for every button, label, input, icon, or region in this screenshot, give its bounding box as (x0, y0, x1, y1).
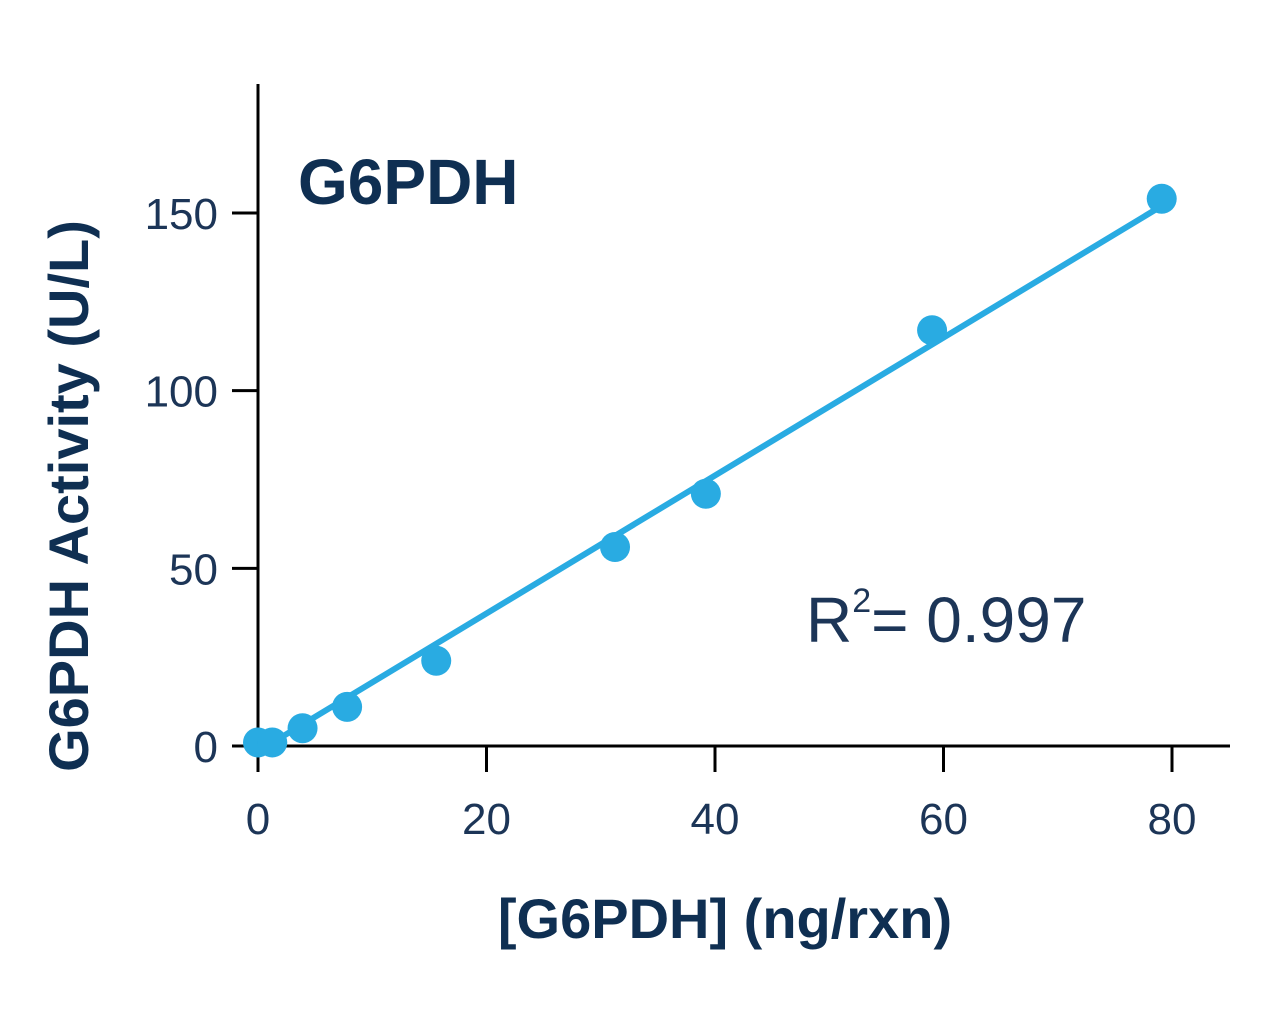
x-tick-label: 0 (246, 795, 270, 844)
data-point (917, 315, 948, 346)
data-point (1146, 183, 1177, 214)
y-axis-ticks: 0 50 100 150 (145, 190, 258, 772)
x-tick-label: 60 (919, 795, 968, 844)
data-point (287, 713, 318, 744)
data-point (257, 727, 288, 758)
y-tick-label: 0 (194, 723, 218, 772)
fit-layer (255, 202, 1165, 755)
r-squared-value: = 0.997 (871, 584, 1086, 656)
chart-title: G6PDH (298, 146, 519, 218)
data-points (243, 183, 1177, 758)
y-tick-label: 100 (145, 368, 218, 417)
x-tick-label: 80 (1148, 795, 1197, 844)
data-point (332, 691, 363, 722)
x-axis-ticks: 0 20 40 60 80 (246, 746, 1197, 844)
data-point (421, 645, 452, 676)
r-squared-prefix: R (806, 584, 852, 656)
data-point (690, 478, 721, 509)
x-tick-label: 40 (691, 795, 740, 844)
r-squared-annotation: R2= 0.997 (806, 582, 1086, 656)
data-point (600, 532, 631, 563)
y-tick-label: 50 (169, 545, 218, 594)
regression-line (255, 202, 1165, 755)
r-squared-superscript: 2 (852, 582, 871, 620)
y-axis-title: G6PDH Activity (U/L) (37, 220, 100, 772)
axes (256, 84, 1230, 748)
y-tick-label: 150 (145, 190, 218, 239)
x-axis-title: [G6PDH] (ng/rxn) (498, 887, 952, 950)
x-tick-label: 20 (462, 795, 511, 844)
